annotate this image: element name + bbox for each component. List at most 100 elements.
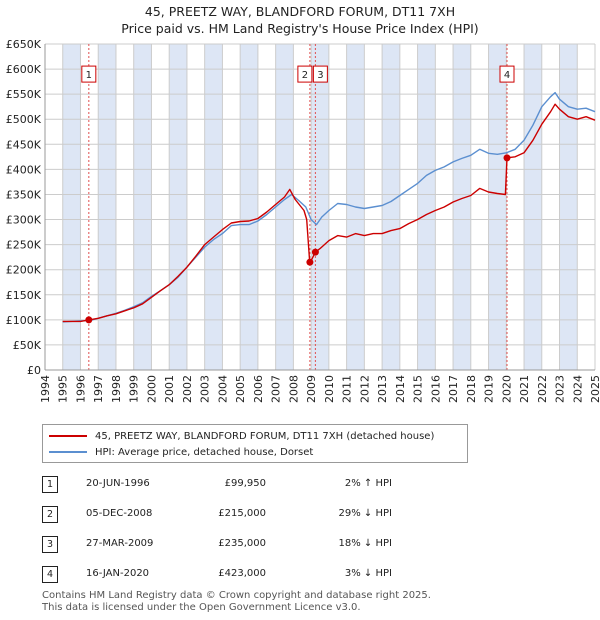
x-tick-label: 2020 (500, 375, 513, 403)
chart-title: 45, PREETZ WAY, BLANDFORD FORUM, DT11 7X… (0, 3, 600, 37)
price-chart: £0 £50K £100K £150K £200K £250K £300K £350K £400… (6, 38, 600, 403)
y-tick-label: £650K (6, 38, 42, 51)
y-tick-label: £350K (6, 188, 42, 201)
sale-price: £423,000 (218, 568, 266, 579)
x-tick-label: 1994 (39, 375, 52, 403)
y-tick-label: £100K (6, 314, 42, 327)
x-tick-label: 2017 (447, 375, 460, 403)
x-tick-label: 1999 (128, 375, 141, 403)
y-tick-label: £50K (13, 339, 42, 352)
sale-number-box (81, 65, 97, 83)
x-tick-label: 2022 (536, 375, 549, 403)
footer-line-2: This data is licensed under the Open Gov… (42, 601, 361, 613)
y-tick-label: £550K (6, 88, 42, 101)
table-row: 3 27-MAR-2009 £235,000 18% ↓ HPI (42, 536, 462, 556)
sale-number-label: 2 (302, 70, 308, 81)
footer-attribution: Contains HM Land Registry data © Crown c… (42, 590, 431, 613)
year-shade-band (311, 44, 329, 370)
x-tick-label: 2019 (483, 375, 496, 403)
x-tick-label: 2009 (305, 375, 318, 403)
sale-hpi-diff: 29% ↓ HPI (338, 508, 392, 519)
x-tick-label: 2001 (163, 375, 176, 403)
x-tick-label: 1996 (74, 375, 87, 403)
x-tick-label: 2005 (234, 375, 247, 403)
y-tick-label: £0 (27, 364, 41, 377)
x-tick-label: 2018 (465, 375, 478, 403)
x-tick-label: 2010 (323, 375, 336, 403)
legend-item-hpi: HPI: Average price, detached house, Dors… (49, 445, 313, 459)
sale-hpi-diff: 2% ↑ HPI (344, 478, 392, 489)
sale-date: 20-JUN-1996 (86, 478, 150, 489)
y-tick-label: £200K (6, 264, 42, 277)
sale-price: £215,000 (218, 508, 266, 519)
sale-number-box (499, 65, 515, 83)
x-tick-label: 2003 (199, 375, 212, 403)
sale-number-badge: 3 (42, 536, 58, 553)
x-tick-label: 2024 (571, 375, 584, 403)
sale-number-label: 1 (86, 70, 92, 81)
legend-swatch-property (49, 435, 87, 437)
year-shade-band (62, 44, 81, 370)
year-shade-band (98, 44, 116, 370)
x-tick-label: 1998 (110, 375, 123, 403)
year-shade-band (204, 44, 223, 370)
x-tick-label: 2011 (341, 375, 354, 403)
sale-number-badge: 1 (42, 476, 58, 493)
x-tick-label: 2008 (287, 375, 300, 403)
sale-number-badge: 4 (42, 566, 58, 583)
x-tick-label: 2025 (589, 375, 600, 403)
x-tick-label: 2013 (376, 375, 389, 403)
footer-line-1: Contains HM Land Registry data © Crown c… (42, 590, 431, 601)
sale-hpi-diff: 3% ↓ HPI (344, 568, 392, 579)
y-tick-label: £300K (6, 214, 42, 227)
y-tick-label: £500K (6, 113, 42, 126)
sale-number-box (312, 65, 328, 83)
title-line-2: Price paid vs. HM Land Registry's House … (121, 21, 479, 36)
sale-point (503, 154, 511, 162)
x-tick-label: 2012 (358, 375, 371, 403)
year-shade-band (453, 44, 471, 370)
y-tick-label: £150K (6, 289, 42, 302)
x-tick-label: 2007 (270, 375, 283, 403)
y-tick-label: £450K (6, 138, 42, 151)
x-tick-label: 2023 (554, 375, 567, 403)
year-shade-band (417, 44, 436, 370)
x-tick-label: 2014 (394, 375, 407, 403)
x-tick-label: 1997 (92, 375, 105, 403)
sale-date: 27-MAR-2009 (86, 538, 154, 549)
x-tick-label: 2015 (412, 375, 425, 403)
sale-point (85, 316, 93, 324)
year-shade-band (559, 44, 578, 370)
x-tick-label: 1995 (57, 375, 70, 403)
year-shade-band (275, 44, 294, 370)
sale-number-label: 3 (317, 70, 323, 81)
sale-price: £235,000 (218, 538, 266, 549)
sale-point (306, 258, 314, 266)
year-shade-band (382, 44, 400, 370)
sale-date: 05-DEC-2008 (86, 508, 153, 519)
table-row: 4 16-JAN-2020 £423,000 3% ↓ HPI (42, 566, 462, 586)
chart-legend: 45, PREETZ WAY, BLANDFORD FORUM, DT11 7X… (42, 424, 468, 463)
table-row: 2 05-DEC-2008 £215,000 29% ↓ HPI (42, 506, 462, 526)
x-tick-label: 2016 (429, 375, 442, 403)
legend-label-hpi: HPI: Average price, detached house, Dors… (95, 446, 314, 458)
year-shade-band (240, 44, 258, 370)
year-shade-band (133, 44, 152, 370)
y-tick-label: £600K (6, 63, 42, 76)
x-tick-label: 2006 (252, 375, 265, 403)
year-shade-band (169, 44, 187, 370)
x-tick-label: 2004 (216, 375, 229, 403)
year-shade-band (488, 44, 507, 370)
sale-hpi-diff: 18% ↓ HPI (338, 538, 392, 549)
sale-date: 16-JAN-2020 (86, 568, 150, 579)
x-tick-label: 2002 (181, 375, 194, 403)
y-tick-label: £400K (6, 163, 42, 176)
year-shade-band (524, 44, 542, 370)
sale-number-badge: 2 (42, 506, 58, 523)
x-tick-label: 2000 (145, 375, 158, 403)
legend-item-property: 45, PREETZ WAY, BLANDFORD FORUM, DT11 7X… (49, 429, 434, 443)
y-tick-label: £250K (6, 239, 42, 252)
x-tick-label: 2021 (518, 375, 531, 403)
sale-point (311, 248, 319, 256)
sale-price: £99,950 (224, 478, 266, 489)
